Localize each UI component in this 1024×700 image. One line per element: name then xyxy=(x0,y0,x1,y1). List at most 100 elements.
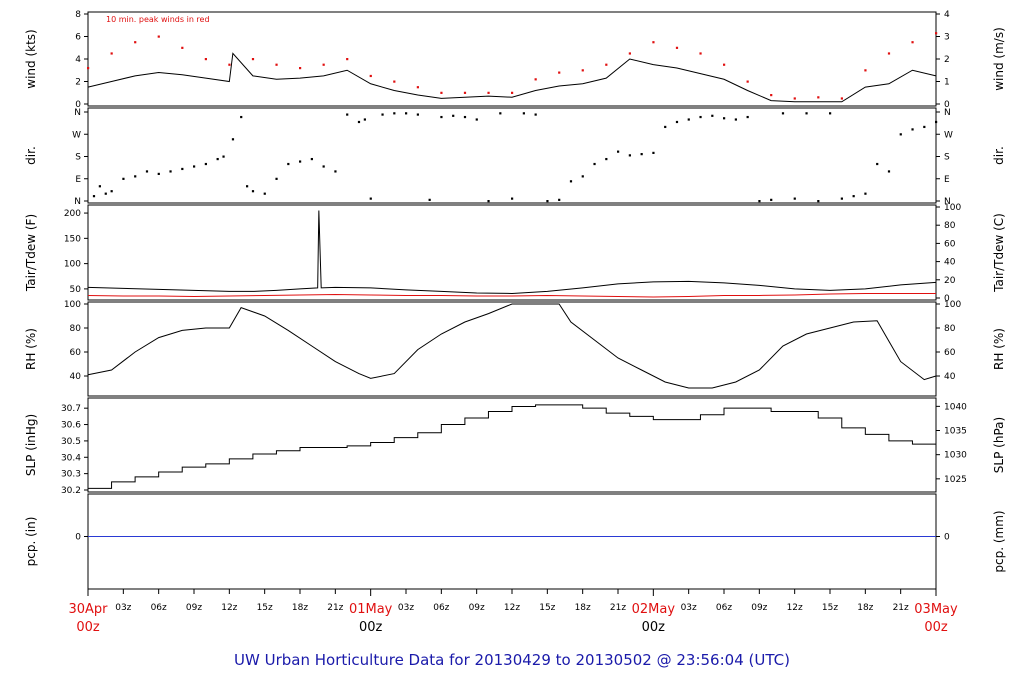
series-dir-0-point xyxy=(98,185,101,188)
left-tick-label: 100 xyxy=(64,260,81,270)
series-wind-1-point xyxy=(299,67,302,70)
left-tick-label: 200 xyxy=(64,209,81,219)
series-dir-0-point xyxy=(664,125,667,129)
series-dir-0-point xyxy=(652,151,655,154)
series-dir-0-point xyxy=(157,172,160,176)
series-wind-1-point xyxy=(251,58,255,61)
left-tick-label: 4 xyxy=(75,55,81,65)
x-tick-label: 09z xyxy=(186,603,202,613)
series-dir-0-point xyxy=(935,120,938,124)
series-dir-0-point xyxy=(852,195,855,198)
series-rh-0-line xyxy=(87,303,937,389)
series-dir-0-point xyxy=(864,192,867,195)
x-tick-label: 12z xyxy=(504,603,520,613)
left-tick-label: 30.3 xyxy=(61,470,81,480)
x-tick-label: 15z xyxy=(822,603,838,613)
left-tick-label: 150 xyxy=(64,234,81,244)
left-tick-label: 30.5 xyxy=(61,437,81,447)
series-dir-0-point xyxy=(357,120,361,124)
ylabel-left-rh: RH (%) xyxy=(24,328,38,370)
ylabel-right-rh: RH (%) xyxy=(992,328,1006,370)
x-tick-label: 12z xyxy=(787,603,803,613)
x-tick-label: 09z xyxy=(469,603,485,613)
series-dir-0-point xyxy=(363,118,366,121)
left-tick-label: N xyxy=(74,108,81,118)
series-wind-1-point xyxy=(416,86,419,89)
series-wind-1-point xyxy=(864,69,867,72)
series-wind-1-point xyxy=(770,94,773,97)
x-tick-label: 03z xyxy=(398,603,414,613)
x-axis: 03z 06z 09z 12z 15z 18z 21z 03z 06z 09z 12z 15z 18z 2… xyxy=(68,589,958,635)
ylabel-right-slp: SLP (hPa) xyxy=(992,417,1006,473)
series-wind-1-point xyxy=(346,58,349,61)
x-tick-label: 03z xyxy=(681,603,697,613)
series-dir-0-point xyxy=(758,200,761,203)
right-tick-label: 0 xyxy=(944,294,950,304)
panel-wind: wind (kts) wind (m/s) 0 2 4 6 8 0 1 2 3 4 10 min. pe… xyxy=(24,10,1006,110)
series-dir-0-point xyxy=(299,160,302,163)
left-tick-label: 100 xyxy=(64,300,81,310)
left-tick-label: W xyxy=(72,130,81,140)
series-dir-0-point xyxy=(145,170,149,173)
ylabel-left-wind: wind (kts) xyxy=(24,29,38,88)
x-tick-label: 15z xyxy=(539,603,555,613)
right-tick-label: 60 xyxy=(944,239,956,249)
series-wind-1-point xyxy=(204,58,207,61)
series-dir-0-point xyxy=(487,200,490,203)
x-day-label-hour: 00z xyxy=(642,620,666,635)
series-dir-0-point xyxy=(240,115,243,119)
series-dir-0-point xyxy=(617,150,620,153)
left-tick-label: 2 xyxy=(75,78,81,88)
series-dir-0-point xyxy=(899,133,902,136)
right-tick-label: W xyxy=(944,130,953,140)
x-tick-label: 21z xyxy=(610,603,626,613)
series-wind-0-line xyxy=(87,52,937,103)
series-wind-1-point xyxy=(157,35,160,38)
x-tick-label: 18z xyxy=(857,603,873,613)
x-tick-label: 18z xyxy=(292,603,308,613)
series-dir-0-point xyxy=(369,197,372,200)
series-dir-0-point xyxy=(593,162,596,166)
series-dir-0-point xyxy=(640,153,643,156)
series-dir-0-point xyxy=(687,118,690,121)
series-wind-1-point xyxy=(605,63,608,66)
left-tick-label: 80 xyxy=(70,324,82,334)
series-wind-1-point xyxy=(699,52,702,55)
series-dir-0-point xyxy=(222,155,225,158)
series-dir-0-point xyxy=(781,112,785,115)
right-tick-label: 0 xyxy=(944,533,950,543)
series-dir-0-point xyxy=(122,177,125,180)
series-dir-0-point xyxy=(287,162,290,166)
series-dir-0-point xyxy=(334,170,337,173)
right-tick-label: 3 xyxy=(944,33,950,43)
series-dir-0-point xyxy=(169,170,172,173)
series-wind-1-point xyxy=(440,91,443,94)
right-tick-label: 100 xyxy=(944,300,961,310)
series-dir-0-point xyxy=(251,190,255,193)
x-day-label-hour: 00z xyxy=(924,620,948,635)
series-wind-1-point xyxy=(817,96,820,99)
series-wind-1-point xyxy=(463,91,467,94)
right-tick-label: 0 xyxy=(944,100,950,110)
panel-frame-dir xyxy=(87,107,937,204)
series-dir-0-point xyxy=(381,113,384,116)
right-tick-label: 20 xyxy=(944,276,956,286)
panel-frame-slp xyxy=(87,397,937,493)
series-wind-1-point xyxy=(675,46,679,49)
series-dir-0-point xyxy=(393,112,396,115)
series-dir-0-point xyxy=(440,115,443,119)
ylabel-left-temp: Tair/Tdew (F) xyxy=(24,214,38,292)
series-temp-0-line xyxy=(87,210,937,294)
x-day-label-date: 30Apr xyxy=(68,602,108,617)
series-dir-0-point xyxy=(887,170,891,173)
series-wind-1-point xyxy=(911,41,914,44)
left-tick-label: E xyxy=(75,175,81,185)
x-day-label-date: 01May xyxy=(349,602,393,617)
x-tick-label: 06z xyxy=(151,603,167,613)
left-tick-label: 50 xyxy=(70,285,82,295)
series-dir-0-point xyxy=(463,115,467,119)
series-wind-1-point xyxy=(887,52,891,55)
series-dir-0-point xyxy=(263,192,266,195)
series-dir-0-point xyxy=(876,162,879,166)
right-tick-label: 1040 xyxy=(944,402,967,412)
